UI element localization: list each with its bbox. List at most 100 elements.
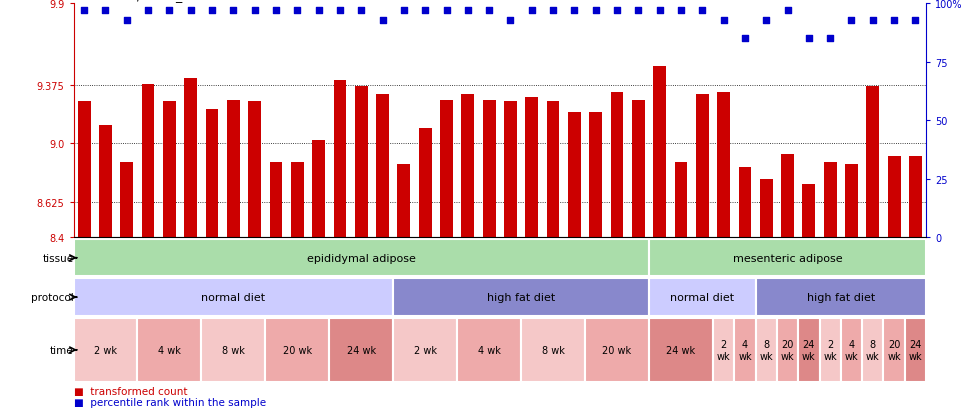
Point <box>119 17 134 24</box>
Point <box>695 8 710 14</box>
Bar <box>798 318 819 382</box>
Bar <box>611 93 623 237</box>
Bar <box>568 113 581 237</box>
Bar <box>355 87 368 237</box>
Bar <box>142 85 155 237</box>
Bar <box>74 318 137 382</box>
Bar <box>756 318 777 382</box>
Text: tissue: tissue <box>42 253 74 263</box>
Point <box>652 8 667 14</box>
Bar <box>393 279 649 316</box>
Point <box>417 8 433 14</box>
Point <box>780 8 796 14</box>
Text: 24
wk: 24 wk <box>802 339 815 361</box>
Text: 2
wk: 2 wk <box>823 339 837 361</box>
Point <box>225 8 241 14</box>
Point <box>630 8 646 14</box>
Bar <box>266 318 329 382</box>
Point <box>374 17 390 24</box>
Text: GDS6247 / ILMN_2743494: GDS6247 / ILMN_2743494 <box>74 0 237 2</box>
Bar <box>137 318 201 382</box>
Text: high fat diet: high fat diet <box>487 292 556 302</box>
Point <box>289 8 305 14</box>
Bar <box>803 185 815 237</box>
Bar <box>74 240 649 277</box>
Point <box>588 8 604 14</box>
Point <box>524 8 540 14</box>
Bar <box>313 141 325 237</box>
Bar <box>206 110 219 237</box>
Bar <box>547 102 560 237</box>
Bar <box>376 94 389 237</box>
Text: 4
wk: 4 wk <box>738 339 752 361</box>
Text: 2
wk: 2 wk <box>716 339 730 361</box>
Text: 20 wk: 20 wk <box>603 345 631 355</box>
Point <box>332 8 348 14</box>
Bar <box>866 87 879 237</box>
Bar <box>649 318 713 382</box>
Text: 2 wk: 2 wk <box>94 345 117 355</box>
Text: 20
wk: 20 wk <box>887 339 901 361</box>
Bar <box>712 318 734 382</box>
Point <box>715 17 731 24</box>
Bar <box>654 66 666 237</box>
Point <box>503 17 518 24</box>
Text: 8
wk: 8 wk <box>866 339 880 361</box>
Bar <box>418 128 431 237</box>
Bar <box>649 240 926 277</box>
Point <box>844 17 859 24</box>
Bar <box>777 318 798 382</box>
Text: 24
wk: 24 wk <box>908 339 922 361</box>
Bar <box>457 318 521 382</box>
Text: 20 wk: 20 wk <box>283 345 312 355</box>
Text: ■  percentile rank within the sample: ■ percentile rank within the sample <box>74 397 266 407</box>
Text: ■  transformed count: ■ transformed count <box>74 387 187 396</box>
Bar <box>734 318 756 382</box>
Bar <box>333 81 346 237</box>
Bar <box>525 97 538 237</box>
Text: 8
wk: 8 wk <box>760 339 773 361</box>
Bar <box>121 163 133 237</box>
Point <box>439 8 455 14</box>
Bar <box>649 279 756 316</box>
Text: time: time <box>50 345 74 355</box>
Text: 24 wk: 24 wk <box>347 345 375 355</box>
Text: 8 wk: 8 wk <box>542 345 564 355</box>
Text: normal diet: normal diet <box>670 292 734 302</box>
Bar <box>521 318 585 382</box>
Point <box>886 17 902 24</box>
Bar <box>756 279 926 316</box>
Text: mesenteric adipose: mesenteric adipose <box>733 253 843 263</box>
Point <box>76 8 92 14</box>
Point <box>907 17 923 24</box>
Point <box>269 8 284 14</box>
Bar <box>760 180 772 237</box>
Bar <box>440 101 453 237</box>
Bar <box>74 279 393 316</box>
Bar <box>99 126 112 237</box>
Point <box>673 8 689 14</box>
Bar <box>504 102 516 237</box>
Point <box>354 8 369 14</box>
Bar <box>888 157 901 237</box>
Bar <box>163 102 175 237</box>
Point <box>545 8 561 14</box>
Text: 4
wk: 4 wk <box>845 339 858 361</box>
Bar <box>227 101 240 237</box>
Point <box>566 8 582 14</box>
Bar <box>248 102 261 237</box>
Point <box>801 36 816 43</box>
Text: 4 wk: 4 wk <box>158 345 181 355</box>
Point <box>98 8 114 14</box>
Point <box>396 8 412 14</box>
Point <box>162 8 177 14</box>
Text: 20
wk: 20 wk <box>781 339 795 361</box>
Bar <box>184 79 197 237</box>
Bar <box>398 164 411 237</box>
Point <box>865 17 881 24</box>
Text: 4 wk: 4 wk <box>477 345 501 355</box>
Bar <box>462 94 474 237</box>
Text: epididymal adipose: epididymal adipose <box>307 253 416 263</box>
Bar <box>77 102 90 237</box>
Bar <box>589 113 602 237</box>
